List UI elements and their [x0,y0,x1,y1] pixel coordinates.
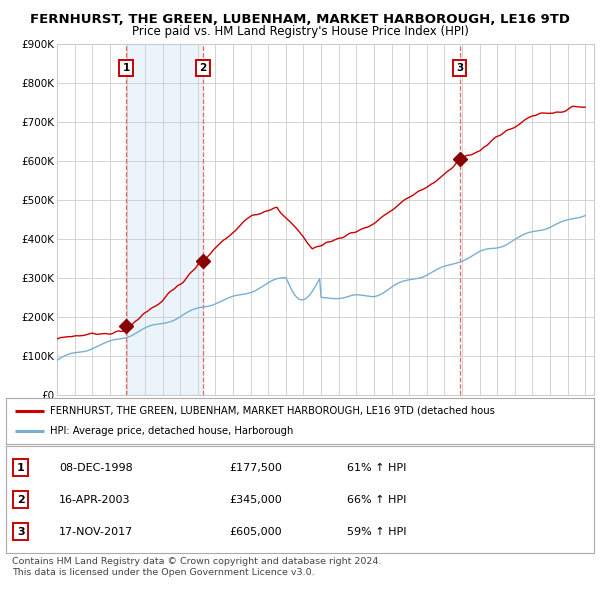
Text: This data is licensed under the Open Government Licence v3.0.: This data is licensed under the Open Gov… [12,568,314,576]
Bar [126,44,203,395]
Text: £177,500: £177,500 [229,463,283,473]
Text: 3: 3 [17,527,25,537]
Text: 3: 3 [456,63,463,73]
Text: Contains HM Land Registry data © Crown copyright and database right 2024.: Contains HM Land Registry data © Crown c… [12,557,382,566]
Text: £345,000: £345,000 [229,495,282,504]
Text: FERNHURST, THE GREEN, LUBENHAM, MARKET HARBOROUGH, LE16 9TD (detached hous: FERNHURST, THE GREEN, LUBENHAM, MARKET H… [50,405,495,415]
Text: 2: 2 [199,63,206,73]
Text: 17-NOV-2017: 17-NOV-2017 [59,527,133,537]
Text: 08-DEC-1998: 08-DEC-1998 [59,463,133,473]
Text: Price paid vs. HM Land Registry's House Price Index (HPI): Price paid vs. HM Land Registry's House … [131,25,469,38]
Text: HPI: Average price, detached house, Harborough: HPI: Average price, detached house, Harb… [50,426,293,436]
Text: FERNHURST, THE GREEN, LUBENHAM, MARKET HARBOROUGH, LE16 9TD: FERNHURST, THE GREEN, LUBENHAM, MARKET H… [30,13,570,26]
Text: 2: 2 [17,495,25,504]
Text: 1: 1 [122,63,130,73]
Text: 59% ↑ HPI: 59% ↑ HPI [347,527,407,537]
Text: 61% ↑ HPI: 61% ↑ HPI [347,463,406,473]
Text: 16-APR-2003: 16-APR-2003 [59,495,130,504]
Text: £605,000: £605,000 [229,527,282,537]
Text: 66% ↑ HPI: 66% ↑ HPI [347,495,406,504]
Text: 1: 1 [17,463,25,473]
